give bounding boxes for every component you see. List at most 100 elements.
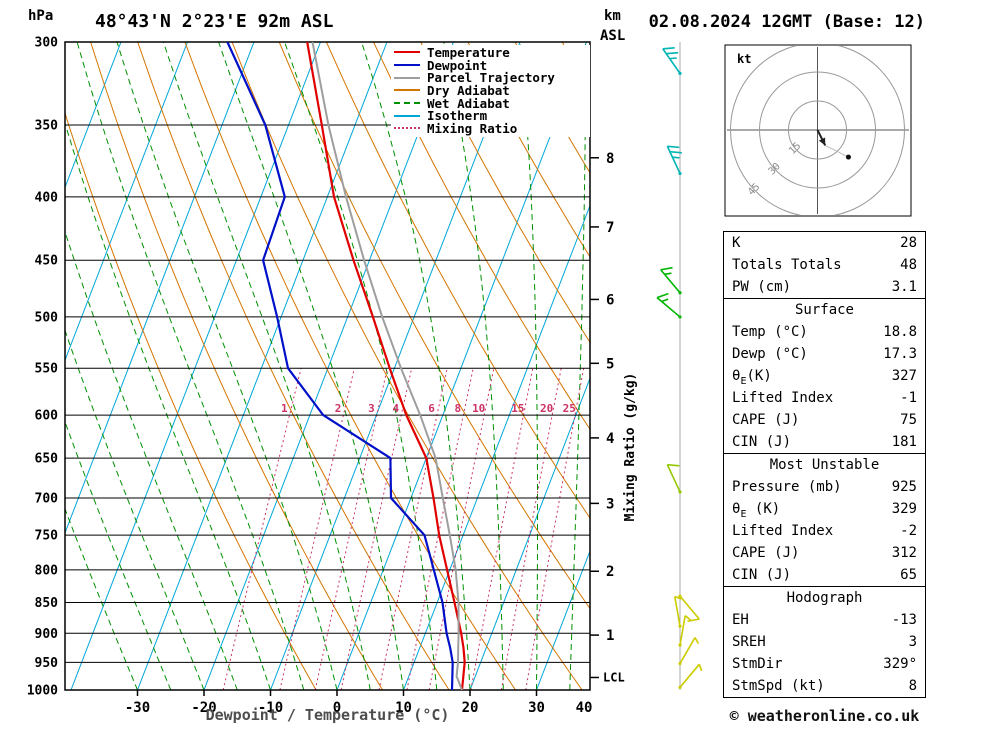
pressure-tick-label: 500 [35,310,59,325]
mixing-ratio-layer: 1 2 3 4 6 8 10 15 20 25 [222,368,585,690]
table-row-value: 181 [891,434,917,450]
pressure-unit-label: hPa [28,8,53,24]
legend-swatch [394,89,420,92]
lcl-label: LCL [603,670,625,684]
wind-barb [656,292,682,319]
legend-label: Dewpoint [427,57,488,73]
km-tick-label: 3 [606,496,614,512]
wind-barb-layer [656,42,703,690]
temp-tick-label: 0 [333,700,341,716]
table-section: Hodograph EH -13 SREH 3 StmDir 329° StmSpd (kt)… [723,586,926,698]
table-row: CIN (J) 65 [724,564,925,586]
x-axis-label: Dewpoint / Temperature (°C) [205,706,450,724]
wind-barb [678,663,703,689]
legend-item: Temperature [394,44,590,60]
axis-labels-layer: 3003504004505005506006507007508008509009… [27,36,625,717]
table-row-value: -2 [900,523,917,539]
pressure-tick-label: 450 [35,254,59,269]
mixing-ratio-value-label: 2 [335,402,342,415]
mixing-ratio-value-label: 8 [454,402,461,415]
table-row-value: 327 [891,368,917,384]
legend-swatch [394,76,420,79]
pressure-tick-label: 650 [35,452,59,467]
table-row-label: Temp (°C) [732,324,808,340]
series-dewpoint [226,42,454,690]
table-row-label: EH [732,612,749,628]
pressure-tick-label: 850 [35,596,59,611]
table-row-label: Pressure (mb) [732,479,842,495]
mixing-ratio-value-label: 25 [563,402,576,415]
table-row-value: 3.1 [891,279,917,295]
table-row: Pressure (mb) 925 [724,476,925,498]
table-section-header: Hodograph [786,590,863,606]
table-row-label: CAPE (J) [732,545,800,561]
legend-label: Temperature [427,44,510,60]
series-temperature [306,42,466,690]
hodograph-unit-label: kt [737,52,751,66]
wind-barb [678,614,692,647]
table-row-label: Dewp (°C) [732,346,808,362]
km-unit-label: km [604,8,621,24]
legend-swatch [394,51,420,54]
temp-tick-label: -30 [125,700,150,716]
table-row: CAPE (J) 75 [724,409,925,431]
wind-barb [662,47,682,75]
km-tick-label: 1 [606,628,614,644]
table-row-value: 28 [900,235,917,251]
legend-item: Parcel Trajectory [394,70,590,85]
pressure-tick-label: 800 [35,563,59,578]
copyright: © weatheronline.co.uk [729,707,920,725]
pressure-tick-label: 400 [35,190,59,205]
table-row-value: 329 [891,501,917,517]
table-row-value: 17.3 [883,346,917,362]
mixing-ratio-value-label: 10 [472,402,485,415]
isotherm-layer [65,42,590,690]
table-row: Totals Totals 48 [724,254,925,276]
table-row: PW (cm) 3.1 [724,276,925,298]
legend-item: Mixing Ratio [394,120,590,136]
table-section-header: Surface [794,302,854,318]
km-tick-label: 7 [606,220,614,236]
table-row-label: CAPE (J) [732,412,800,428]
asl-unit-label: ASL [600,28,625,44]
table-row-label: CIN (J) [732,434,792,450]
temp-tick-label: 10 [395,700,412,716]
table-row: EH -13 [724,609,925,631]
legend-item: Dewpoint [394,57,590,73]
table-row-value: -13 [891,612,917,628]
table-row: Lifted Index -1 [724,387,925,409]
legend-swatch [394,102,420,105]
table-row-label: PW (cm) [732,279,792,295]
km-tick-label: 8 [606,151,614,167]
legend-label: Mixing Ratio [427,120,518,136]
table-row-value: 925 [891,479,917,495]
legend-label: Isotherm [427,108,488,124]
legend-item: Isotherm [394,108,590,124]
pressure-tick-label: 750 [35,529,59,544]
wind-barb [666,463,682,494]
legend-label: Dry Adiabat [427,82,510,98]
table-row: K 28 [724,232,925,254]
temp-tick-label: 20 [462,700,479,716]
indices-table: K 28 Totals Totals 48 PW (cm) 3.1 Surface Temp … [723,231,926,698]
mixing-ratio-axis-label: Mixing Ratio (g/kg) [623,373,638,522]
datetime-label: 02.08.2024 12GMT (Base: 12) [648,12,925,32]
table-row: SREH 3 [724,631,925,653]
table-row-value: 312 [891,545,917,561]
table-row-value: 3 [908,634,917,650]
pressure-tick-label: 550 [35,362,59,377]
mixing-ratio-value-label: 3 [368,402,375,415]
km-tick-label: 2 [606,564,614,580]
table-section: Surface Temp (°C) 18.8 Dewp (°C) 17.3 θE(K) 32… [723,298,926,454]
table-row: CIN (J) 181 [724,431,925,453]
km-tick-label: 6 [606,292,614,308]
table-row-value: 329° [883,656,917,672]
wind-barb [660,266,682,295]
table-row-label: Lifted Index [732,523,834,539]
pressure-tick-label: 700 [35,492,59,507]
chart-layers: 1 2 3 4 6 8 10 15 20 2530035040045050055060065070… [27,36,912,717]
legend-swatch [394,64,420,67]
table-row-label: StmDir [732,656,783,672]
